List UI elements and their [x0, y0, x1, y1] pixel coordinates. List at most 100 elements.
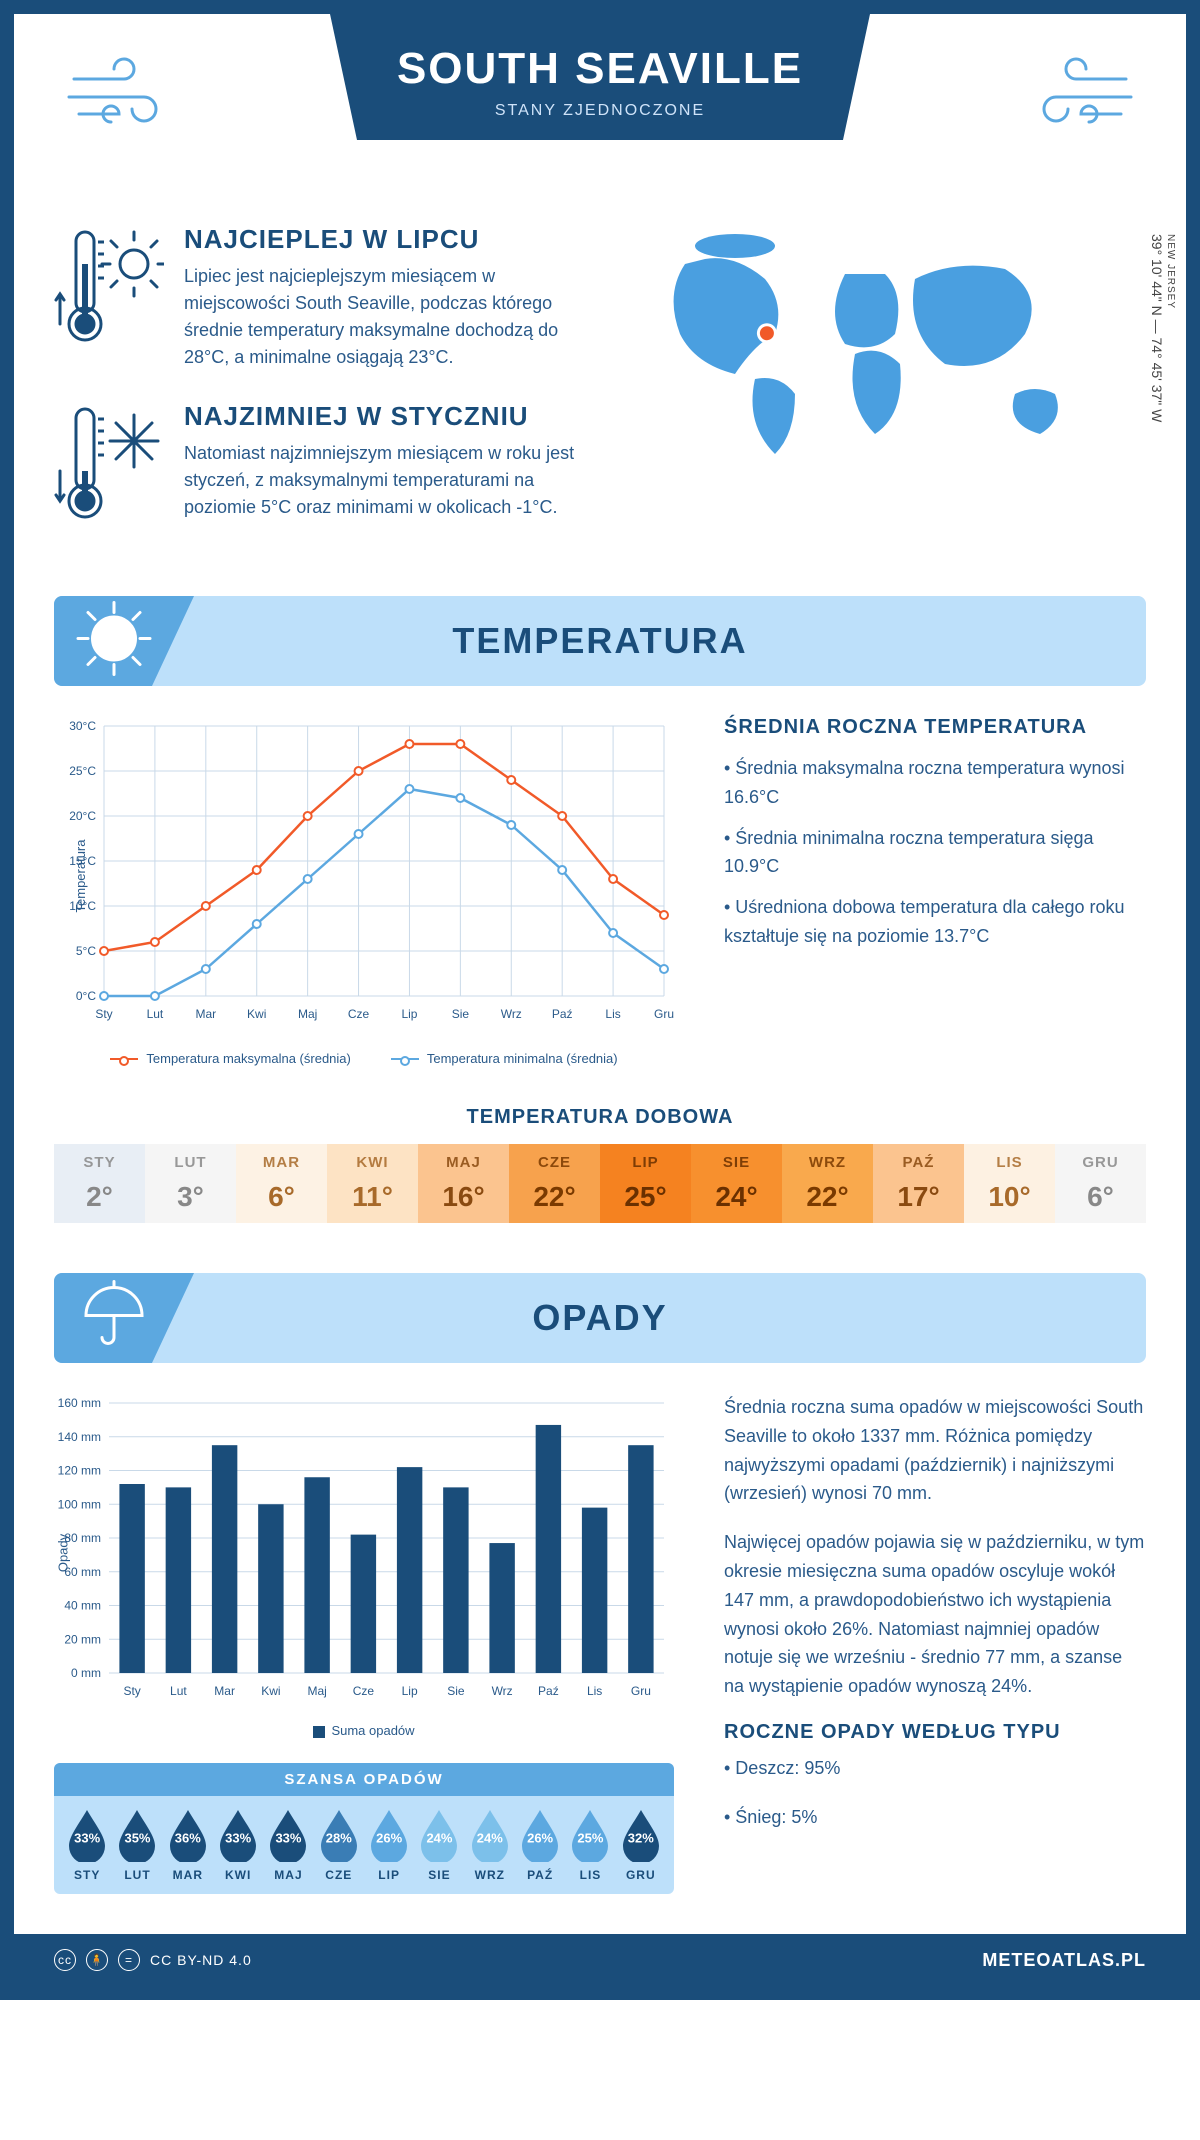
admin-label: NEW JERSEY	[1165, 234, 1176, 422]
svg-text:140 mm: 140 mm	[58, 1430, 101, 1444]
daily-cell: STY2°	[54, 1144, 145, 1223]
precip-p1: Średnia roczna suma opadów w miejscowośc…	[724, 1393, 1146, 1508]
chance-title: SZANSA OPADÓW	[54, 1763, 674, 1796]
summary-row: NAJCIEPLEJ W LIPCU Lipiec jest najcieple…	[54, 224, 1146, 566]
svg-text:Sie: Sie	[447, 1684, 465, 1698]
svg-text:Lis: Lis	[605, 1007, 620, 1021]
svg-text:Cze: Cze	[353, 1684, 375, 1698]
site-name: METEOATLAS.PL	[982, 1950, 1146, 1971]
svg-text:Wrz: Wrz	[501, 1007, 522, 1021]
coldest-block: NAJZIMNIEJ W STYCZNIU Natomiast najzimni…	[54, 401, 605, 536]
daily-temp-title: TEMPERATURA DOBOWA	[54, 1106, 1146, 1129]
svg-text:Gru: Gru	[631, 1684, 651, 1698]
temperature-line-chart: Temperatura 0°C5°C10°C15°C20°C25°C30°CSt…	[54, 716, 674, 1066]
warmest-block: NAJCIEPLEJ W LIPCU Lipiec jest najcieple…	[54, 224, 605, 371]
nd-icon: =	[118, 1949, 140, 1971]
svg-text:30°C: 30°C	[69, 719, 96, 733]
precip-p2: Najwięcej opadów pojawia się w październ…	[724, 1528, 1146, 1701]
chance-item: 24%WRZ	[465, 1808, 515, 1882]
precip-bar-chart: Opady 0 mm20 mm40 mm60 mm80 mm100 mm120 …	[54, 1393, 674, 1738]
chance-item: 33%MAJ	[263, 1808, 313, 1882]
chart-y-label: Temperatura	[73, 840, 88, 913]
umbrella-icon	[74, 1276, 154, 1361]
svg-text:Paź: Paź	[552, 1007, 573, 1021]
temperature-summary-text: ŚREDNIA ROCZNA TEMPERATURA • Średnia mak…	[724, 716, 1146, 1066]
chance-item: 33%KWI	[213, 1808, 263, 1882]
svg-text:Sie: Sie	[452, 1007, 470, 1021]
svg-text:Lip: Lip	[401, 1007, 417, 1021]
svg-text:Kwi: Kwi	[247, 1007, 266, 1021]
svg-text:Sty: Sty	[123, 1684, 140, 1698]
sun-icon	[74, 599, 154, 684]
section-banner-temperature: TEMPERATURA	[54, 596, 1146, 686]
svg-text:0°C: 0°C	[76, 989, 96, 1003]
daily-cell: GRU6°	[1055, 1144, 1146, 1223]
title-banner: SOUTH SEAVILLE STANY ZJEDNOCZONE	[330, 14, 870, 140]
by-icon: 🧍	[86, 1949, 108, 1971]
world-map: NEW JERSEY 39° 10' 44" N — 74° 45' 37" W	[645, 224, 1146, 566]
section-title-precip: OPADY	[532, 1297, 667, 1339]
svg-text:100 mm: 100 mm	[58, 1497, 101, 1511]
temp-info-bullet: • Uśredniona dobowa temperatura dla całe…	[724, 893, 1146, 951]
daily-cell: LIS10°	[964, 1144, 1055, 1223]
chart-y-label: Opady	[56, 1534, 71, 1572]
daily-cell: SIE24°	[691, 1144, 782, 1223]
warmest-title: NAJCIEPLEJ W LIPCU	[184, 224, 605, 255]
chance-item: 26%PAŹ	[515, 1808, 565, 1882]
svg-text:Lis: Lis	[587, 1684, 602, 1698]
daily-cell: LIP25°	[600, 1144, 691, 1223]
daily-temp-table: STY2°LUT3°MAR6°KWI11°MAJ16°CZE22°LIP25°S…	[54, 1144, 1146, 1223]
daily-cell: LUT3°	[145, 1144, 236, 1223]
section-banner-precip: OPADY	[54, 1273, 1146, 1363]
svg-text:Sty: Sty	[95, 1007, 112, 1021]
temp-info-bullet: • Średnia minimalna roczna temperatura s…	[724, 824, 1146, 882]
svg-text:Wrz: Wrz	[492, 1684, 513, 1698]
wind-icon	[1016, 49, 1136, 144]
svg-text:20 mm: 20 mm	[64, 1632, 101, 1646]
daily-cell: KWI11°	[327, 1144, 418, 1223]
svg-text:20°C: 20°C	[69, 809, 96, 823]
svg-text:Mar: Mar	[195, 1007, 216, 1021]
chart-legend: Temperatura maksymalna (średnia) Temperat…	[54, 1051, 674, 1066]
section-title-temperature: TEMPERATURA	[452, 620, 747, 662]
coldest-title: NAJZIMNIEJ W STYCZNIU	[184, 401, 605, 432]
chance-item: 28%CZE	[314, 1808, 364, 1882]
svg-text:Kwi: Kwi	[261, 1684, 280, 1698]
page-title: SOUTH SEAVILLE	[330, 44, 870, 94]
svg-text:5°C: 5°C	[76, 944, 96, 958]
chance-item: 33%STY	[62, 1808, 112, 1882]
legend-item: Temperatura minimalna (średnia)	[391, 1051, 618, 1066]
temp-info-heading: ŚREDNIA ROCZNA TEMPERATURA	[724, 716, 1146, 739]
svg-text:Lip: Lip	[402, 1684, 418, 1698]
svg-text:Maj: Maj	[298, 1007, 317, 1021]
chance-item: 32%GRU	[616, 1808, 666, 1882]
chance-item: 25%LIS	[565, 1808, 615, 1882]
temp-info-bullet: • Średnia maksymalna roczna temperatura …	[724, 754, 1146, 812]
page-subtitle: STANY ZJEDNOCZONE	[330, 102, 870, 120]
precip-summary-text: Średnia roczna suma opadów w miejscowośc…	[724, 1393, 1146, 1894]
svg-text:0 mm: 0 mm	[71, 1666, 101, 1680]
svg-text:Maj: Maj	[307, 1684, 326, 1698]
chance-item: 35%LUT	[112, 1808, 162, 1882]
header: SOUTH SEAVILLE STANY ZJEDNOCZONE	[54, 14, 1146, 214]
daily-cell: WRZ22°	[782, 1144, 873, 1223]
coords-value: 39° 10' 44" N — 74° 45' 37" W	[1149, 234, 1165, 422]
daily-cell: CZE22°	[509, 1144, 600, 1223]
chance-item: 26%LIP	[364, 1808, 414, 1882]
coordinates-label: NEW JERSEY 39° 10' 44" N — 74° 45' 37" W	[1149, 234, 1176, 422]
legend-item: Temperatura maksymalna (średnia)	[110, 1051, 350, 1066]
daily-cell: MAJ16°	[418, 1144, 509, 1223]
daily-cell: MAR6°	[236, 1144, 327, 1223]
svg-text:Gru: Gru	[654, 1007, 674, 1021]
precip-type-item: • Śnieg: 5%	[724, 1803, 1146, 1832]
cc-icon: cc	[54, 1949, 76, 1971]
precip-type-heading: ROCZNE OPADY WEDŁUG TYPU	[724, 1721, 1146, 1744]
chance-item: 24%SIE	[414, 1808, 464, 1882]
thermometer-hot-icon	[54, 224, 164, 371]
warmest-text: Lipiec jest najcieplejszym miesiącem w m…	[184, 263, 605, 371]
license-text: CC BY-ND 4.0	[150, 1952, 252, 1968]
bar-legend: Suma opadów	[54, 1723, 674, 1738]
svg-text:40 mm: 40 mm	[64, 1599, 101, 1613]
svg-text:Lut: Lut	[147, 1007, 164, 1021]
precip-chance-box: SZANSA OPADÓW 33%STY35%LUT36%MAR33%KWI33…	[54, 1763, 674, 1894]
